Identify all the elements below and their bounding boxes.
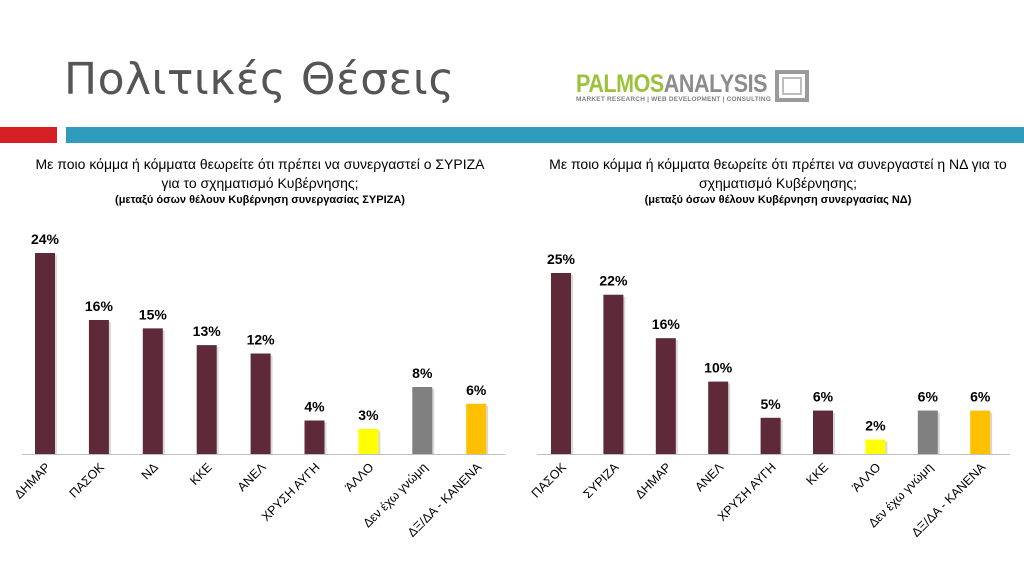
logo-wordmark: PALMOSANALYSIS	[576, 70, 768, 99]
chart2-bar	[655, 338, 676, 454]
chart1-bar	[250, 353, 271, 454]
chart2-bar	[865, 439, 886, 454]
chart1-data-label: 12%	[247, 332, 276, 348]
chart1-bar	[412, 387, 433, 454]
chart2-data-label: 16%	[652, 316, 681, 332]
chart2-title-block: Με ποιο κόμμα ή κόμματα θεωρείτε ότι πρέ…	[548, 155, 1008, 208]
chart2-bar	[603, 294, 624, 454]
chart2-bar	[708, 381, 729, 454]
logo-box-icon	[775, 70, 809, 102]
chart1-data-label: 4%	[304, 399, 325, 415]
page-title: Πολιτικές Θέσεις	[64, 54, 455, 105]
chart2-data-label: 25%	[547, 251, 576, 267]
chart1-bar	[142, 328, 163, 454]
chart2-subtitle: (μεταξύ όσων θέλουν Κυβέρνηση συνεργασία…	[644, 194, 912, 206]
chart2-bar	[970, 410, 991, 454]
chart1-bar	[88, 320, 109, 454]
chart1-bar	[466, 403, 487, 454]
chart2-category-label: ΚΚΕ	[804, 460, 832, 488]
chart1-data-label: 13%	[193, 323, 222, 339]
chart2-data-label: 6%	[970, 389, 991, 405]
accent-bar-red	[0, 127, 57, 143]
chart2-data-label: 22%	[599, 273, 628, 289]
logo-part2: ANALYSIS	[663, 70, 768, 98]
chart2-bar	[760, 417, 781, 454]
chart2-category-label: ΑΝΕΛ	[692, 460, 726, 494]
chart2-category-label: ΠΑΣΟΚ	[529, 460, 570, 501]
chart2-category-label: ΆΛΛΟ	[849, 460, 883, 494]
logo-part1: PALMOS	[576, 70, 664, 98]
chart1-bar	[304, 420, 325, 454]
chart1-data-label: 3%	[358, 407, 379, 423]
chart1-bar	[196, 345, 217, 454]
logo-tagline: MARKET RESEARCH | WEB DEVELOPMENT | CONS…	[576, 96, 772, 103]
chart2-bar	[917, 410, 938, 454]
chart2-data-label: 5%	[760, 396, 781, 412]
chart1-title: Με ποιο κόμμα ή κόμματα θεωρείτε ότι πρέ…	[35, 156, 485, 191]
chart2-category-label: ΔΗΜΑΡ	[633, 460, 674, 501]
chart2-bar	[813, 410, 833, 454]
chart2-data-label: 2%	[865, 418, 886, 434]
chart2-data-label: 6%	[918, 389, 939, 405]
chart1-data-label: 15%	[139, 306, 168, 322]
chart1-bar	[35, 253, 55, 454]
chart1-data-label: 16%	[85, 298, 114, 314]
chart2-data-label: 10%	[704, 360, 733, 376]
chart1-bar	[358, 428, 379, 454]
chart1-data-label: 8%	[412, 365, 433, 381]
chart1-data-label: 6%	[466, 382, 487, 398]
palmos-analysis-logo: PALMOSANALYSIS MARKET RESEARCH | WEB DEV…	[576, 70, 816, 114]
chart2-data-label: 6%	[813, 389, 834, 405]
chart2-title: Με ποιο κόμμα ή κόμματα θεωρείτε ότι πρέ…	[549, 156, 1007, 191]
chart1-data-label: 24%	[31, 231, 60, 247]
chart1-title-block: Με ποιο κόμμα ή κόμματα θεωρείτε ότι πρέ…	[30, 155, 490, 208]
chart2-category-label: ΣΥΡΙΖΑ	[581, 460, 622, 501]
chart1-subtitle: (μεταξύ όσων θέλουν Κυβέρνηση συνεργασία…	[115, 194, 405, 206]
accent-bar-blue	[66, 127, 1024, 143]
chart2-bar	[551, 273, 571, 454]
